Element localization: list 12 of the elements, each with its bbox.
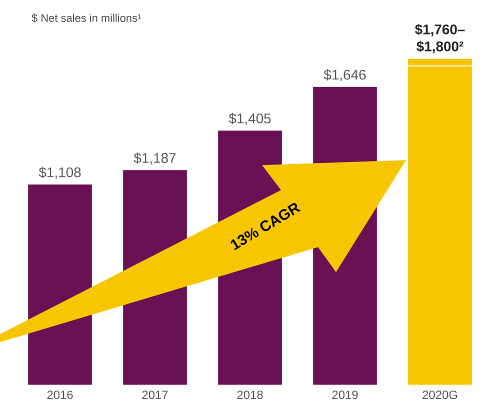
x-tick-label: 2018 [237,390,263,400]
total-label: $1,800² [416,40,464,54]
data-label: $1,760– [414,24,465,36]
data-label: $1,646 [324,69,366,82]
data-label: $1,187 [134,152,176,165]
data-label: $1,405 [228,112,271,125]
x-tick-label: 2017 [142,390,168,400]
chart-title: $ Net sales in millions¹ [32,14,141,22]
data-label: $1,108 [38,166,81,179]
x-tick-label: 2016 [47,390,73,400]
x-tick-label: 2020G [422,390,458,400]
x-tick-label: 2019 [332,390,358,400]
